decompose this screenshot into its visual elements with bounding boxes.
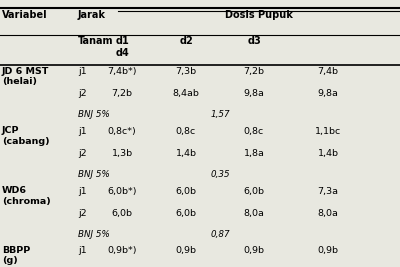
Text: 0,8c: 0,8c: [176, 127, 196, 136]
Text: j1: j1: [78, 127, 87, 136]
Text: 1,8a: 1,8a: [244, 149, 264, 158]
Text: JCP
(cabang): JCP (cabang): [2, 127, 50, 146]
Text: 6,0b: 6,0b: [244, 187, 264, 196]
Text: Dosis Pupuk: Dosis Pupuk: [225, 10, 293, 20]
Text: d2: d2: [179, 36, 193, 46]
Text: 8,0a: 8,0a: [318, 209, 338, 218]
Text: 0,87: 0,87: [210, 230, 230, 239]
FancyBboxPatch shape: [0, 8, 400, 267]
Text: j1: j1: [78, 67, 87, 76]
Text: 1,4b: 1,4b: [318, 149, 338, 158]
Text: 6,0b*): 6,0b*): [107, 187, 137, 196]
Text: j2: j2: [78, 89, 87, 98]
Text: 0,8c*): 0,8c*): [108, 127, 136, 136]
Text: 7,3b: 7,3b: [176, 67, 196, 76]
Text: JD 6 MST
(helai): JD 6 MST (helai): [2, 67, 49, 86]
Text: 8,4ab: 8,4ab: [172, 89, 200, 98]
Text: j1: j1: [78, 246, 87, 256]
Text: BNJ 5%: BNJ 5%: [78, 230, 110, 239]
Text: j2: j2: [78, 149, 87, 158]
Text: BBPP
(g): BBPP (g): [2, 246, 30, 265]
Text: WD6
(chroma): WD6 (chroma): [2, 186, 51, 206]
Text: 7,2b: 7,2b: [244, 67, 264, 76]
Text: j1: j1: [78, 187, 87, 196]
Text: BNJ 5%: BNJ 5%: [78, 110, 110, 119]
Text: d3: d3: [247, 36, 261, 46]
Text: j2: j2: [78, 209, 87, 218]
Text: 1,4b: 1,4b: [176, 149, 196, 158]
Text: 7,4b: 7,4b: [318, 67, 338, 76]
Text: 0,8c: 0,8c: [244, 127, 264, 136]
Text: 6,0b: 6,0b: [176, 187, 196, 196]
Text: Tanam: Tanam: [78, 36, 114, 46]
Text: 6,0b: 6,0b: [176, 209, 196, 218]
Text: 1,57: 1,57: [210, 110, 230, 119]
Text: Variabel: Variabel: [2, 10, 48, 20]
Text: 9,8a: 9,8a: [318, 89, 338, 98]
Text: 0,9b: 0,9b: [244, 246, 264, 256]
Text: BNJ 5%: BNJ 5%: [78, 170, 110, 179]
Text: 0,9b: 0,9b: [176, 246, 196, 256]
Text: 1,1bc: 1,1bc: [315, 127, 341, 136]
Text: 9,8a: 9,8a: [244, 89, 264, 98]
Text: d1
d4: d1 d4: [115, 36, 129, 58]
Text: 8,0a: 8,0a: [244, 209, 264, 218]
Text: 0,9b: 0,9b: [318, 246, 338, 256]
Text: Jarak: Jarak: [78, 10, 106, 20]
Text: 0,9b*): 0,9b*): [107, 246, 137, 256]
Text: 6,0b: 6,0b: [112, 209, 132, 218]
Text: 0,35: 0,35: [210, 170, 230, 179]
Text: 7,3a: 7,3a: [318, 187, 338, 196]
Text: 1,3b: 1,3b: [112, 149, 132, 158]
Text: 7,4b*): 7,4b*): [107, 67, 137, 76]
Text: 7,2b: 7,2b: [112, 89, 132, 98]
